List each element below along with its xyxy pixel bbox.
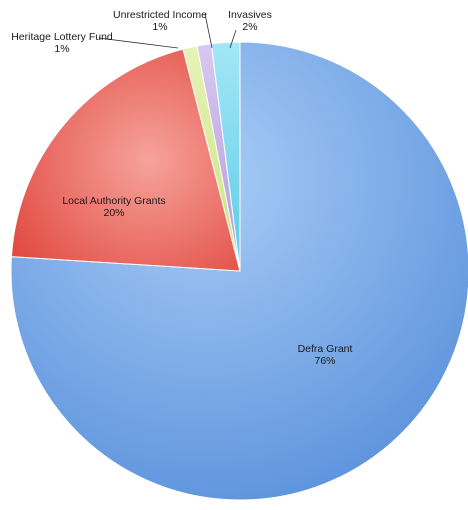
leader-lines (98, 13, 237, 49)
slice-unrestricted-income-leader-line (204, 13, 213, 49)
slice-local-authority-grants (10, 48, 241, 272)
slice-unrestricted-income-label: Unrestricted Income 1% (113, 9, 207, 33)
slice-labels: Defra Grant 76% Local Authority Grants 20% H… (11, 9, 352, 367)
slice-local-authority-grants-label: Local Authority Grants 20% (62, 195, 165, 219)
pie-slices (10, 41, 468, 501)
slice-heritage-lottery-fund-leader-line (98, 37, 179, 49)
slice-defra-grant-label: Defra Grant 76% (298, 343, 353, 367)
slice-invasives-leader-line (229, 29, 237, 49)
slice-heritage-lottery-fund-label: Heritage Lottery Fund 1% (11, 31, 113, 55)
slice-invasives-label: Invasives 2% (228, 9, 272, 33)
